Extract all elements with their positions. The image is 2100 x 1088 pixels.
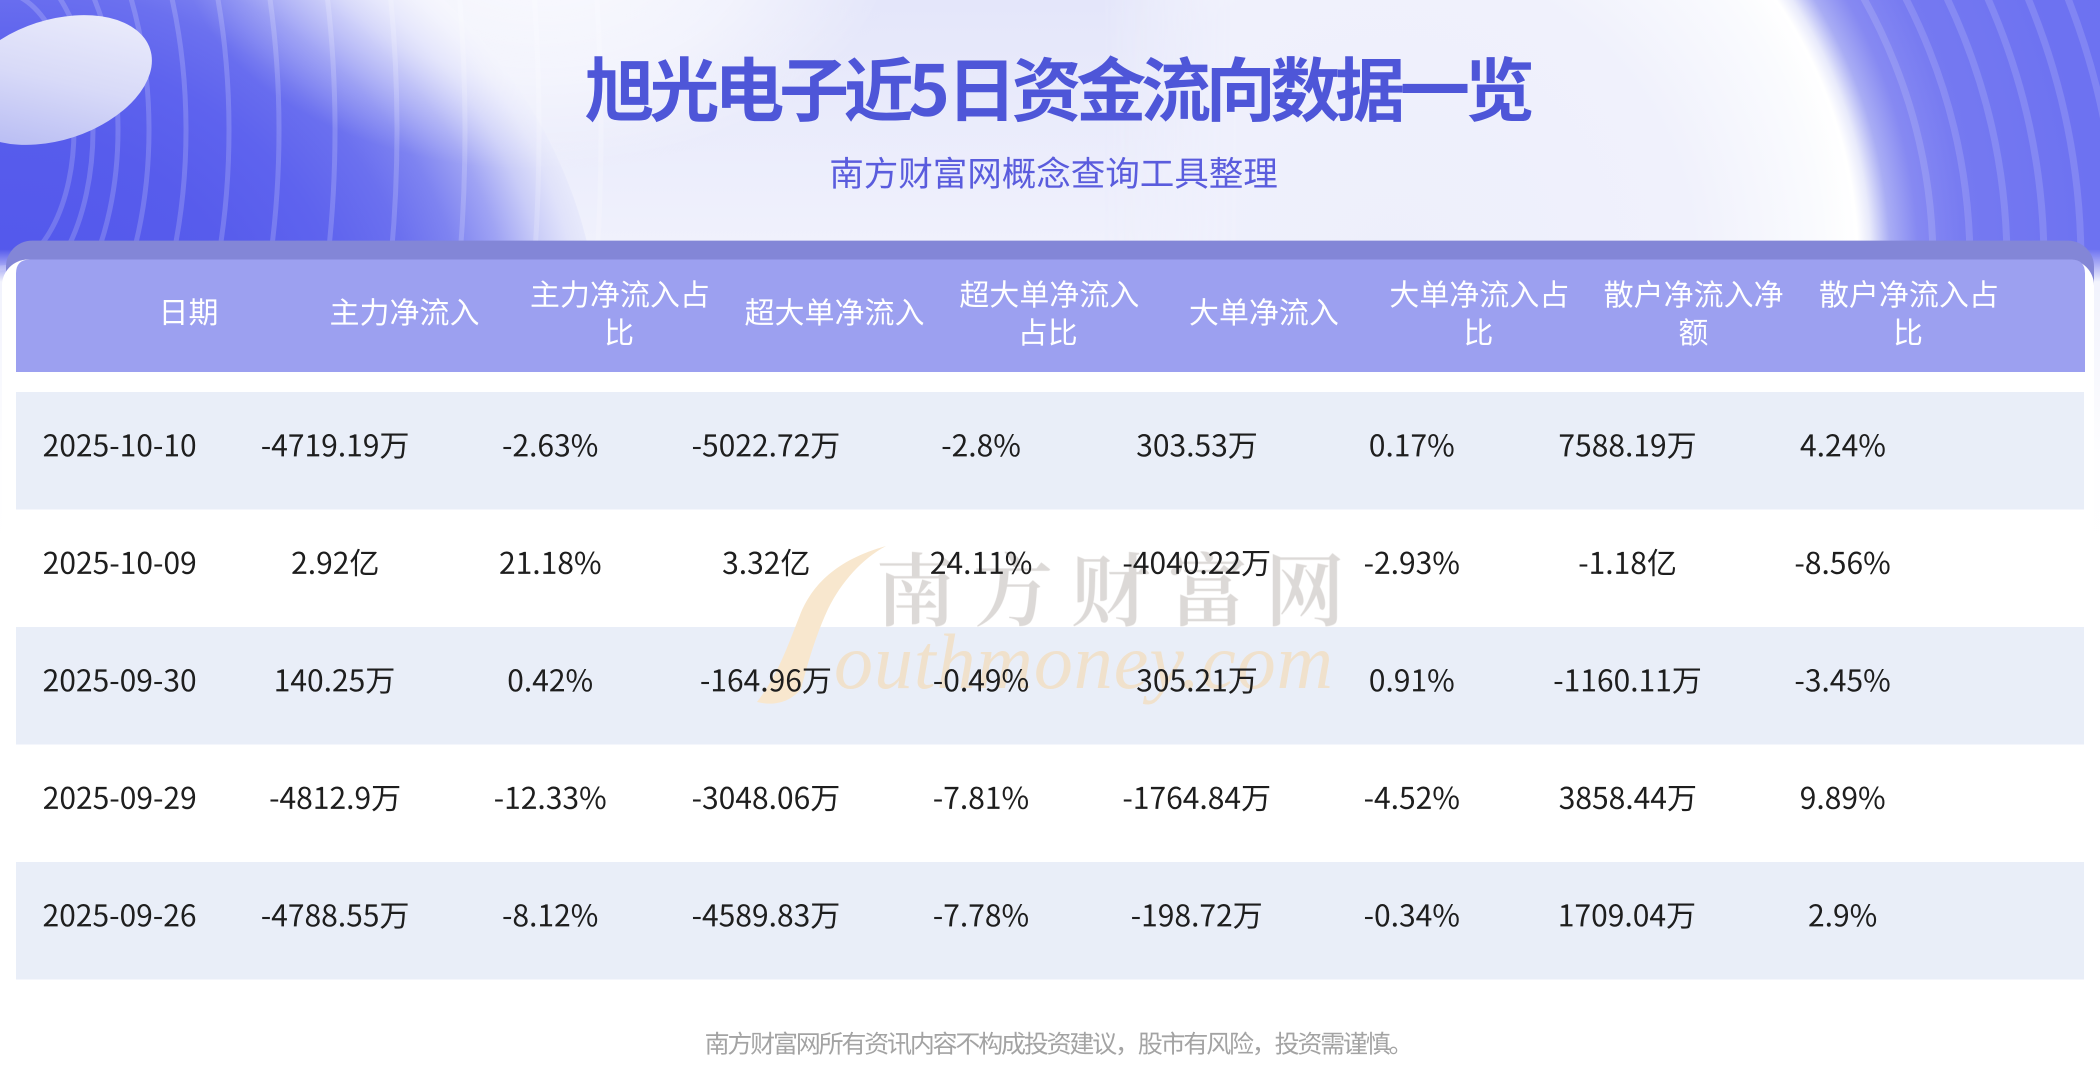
svg-text:outhmoney.com: outhmoney.com [834,618,1333,705]
